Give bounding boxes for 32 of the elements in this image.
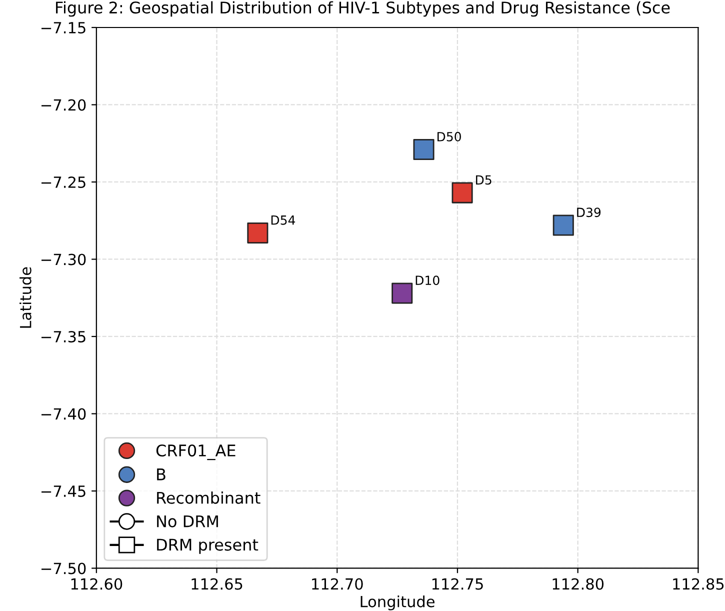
annotation: D39 <box>577 208 601 218</box>
x-tick-label: 112.60 <box>71 578 122 590</box>
annotation: D54 <box>271 216 296 225</box>
annotation: D50 <box>438 132 461 142</box>
x-axis-title: Longitude <box>360 596 434 610</box>
legend-label: DRM present <box>157 538 258 554</box>
x-tick-label: 112.85 <box>673 578 724 590</box>
legend-label: Recombinant <box>157 492 260 504</box>
legend-label: CRF01_AE <box>156 444 236 460</box>
annotation: D5 <box>476 175 492 185</box>
y-tick-label: −7.30 <box>42 254 86 266</box>
y-tick-label: −7.50 <box>42 562 86 574</box>
x-tick-label: 112.75 <box>432 578 483 590</box>
x-tick-label: 112.80 <box>552 578 604 590</box>
y-tick-label: −7.45 <box>42 486 86 498</box>
chart-title: Figure 2: Geospatial Distribution of HIV-1 Subtypes and Drug Resistance (Sce <box>56 1 670 17</box>
point <box>552 214 574 236</box>
legend-label: B <box>157 468 166 480</box>
y-tick-label: −7.25 <box>42 176 86 188</box>
annotation: D10 <box>416 276 440 286</box>
point <box>452 182 473 204</box>
y-tick-label: −7.35 <box>42 330 86 343</box>
point <box>392 282 413 304</box>
y-tick-label: −7.20 <box>42 99 86 111</box>
point <box>247 222 268 244</box>
x-tick-label: 112.65 <box>192 578 242 590</box>
y-tick-label: −7.15 <box>42 22 86 34</box>
y-axis-title: Latitude <box>20 267 32 328</box>
point <box>413 139 434 160</box>
x-tick-label: 112.70 <box>312 578 363 590</box>
legend-label: No DRM <box>157 515 218 528</box>
y-tick-label: −7.40 <box>42 408 86 420</box>
